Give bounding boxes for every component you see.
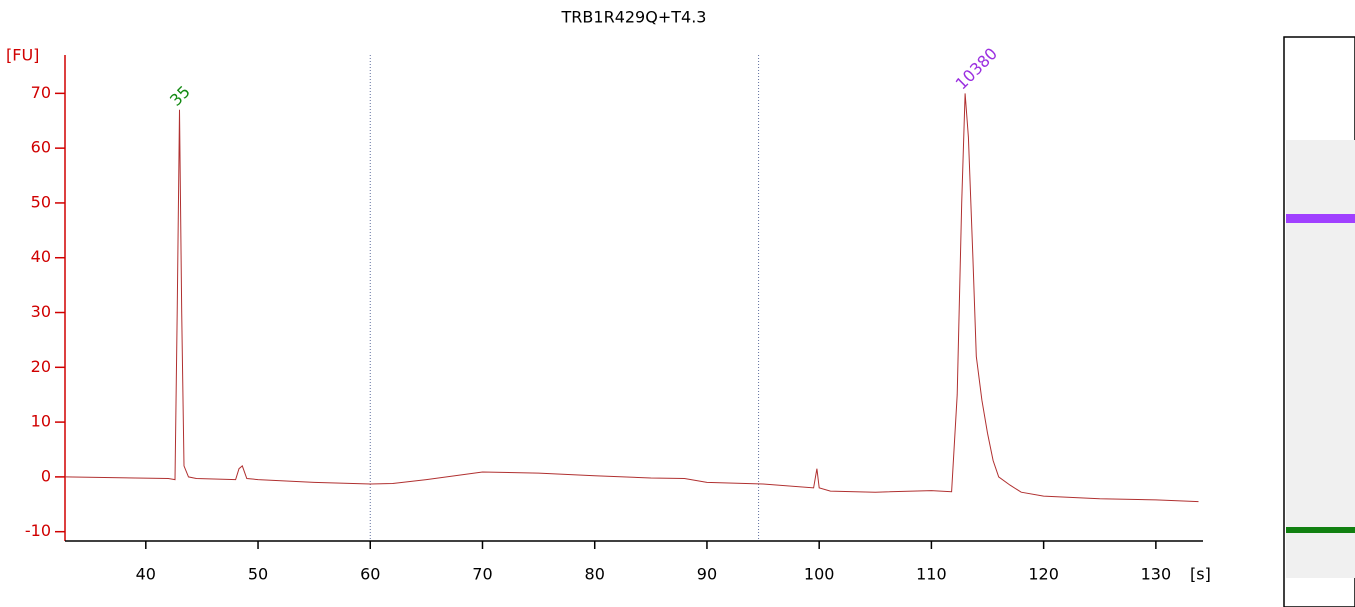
x-tick-label: 90 [697, 565, 717, 584]
y-tick-label: 60 [31, 138, 51, 157]
y-tick-label: 40 [31, 247, 51, 266]
gel-band-lower [1286, 527, 1355, 533]
y-tick-label: 0 [41, 466, 51, 485]
chart-title: TRB1R429Q+T4.3 [561, 8, 707, 27]
x-tick-label: 60 [360, 565, 380, 584]
y-tick-label: 30 [31, 302, 51, 321]
y-tick-label: 10 [31, 412, 51, 431]
x-tick-label: 110 [916, 565, 947, 584]
x-tick-label: 80 [585, 565, 605, 584]
x-tick-label: 50 [248, 565, 268, 584]
gel-band-upper [1286, 214, 1355, 223]
gel-background [1286, 140, 1355, 578]
x-tick-label: 120 [1028, 565, 1059, 584]
gel-lane [1283, 36, 1355, 607]
trace [64, 93, 1199, 503]
peak-label: 35 [166, 82, 194, 110]
y-tick-label: 20 [31, 357, 51, 376]
y-tick-label: -10 [25, 521, 51, 540]
peak-label: 10380 [952, 44, 1001, 93]
x-tick-label: 70 [472, 565, 492, 584]
y-tick-label: 50 [31, 192, 51, 211]
x-tick-label: 40 [136, 565, 156, 584]
x-axis-label: [s] [1190, 565, 1211, 584]
y-axis-label: [FU] [6, 46, 39, 65]
y-tick-label: 70 [31, 83, 51, 102]
x-tick-label: 130 [1141, 565, 1172, 584]
x-tick-label: 100 [804, 565, 835, 584]
